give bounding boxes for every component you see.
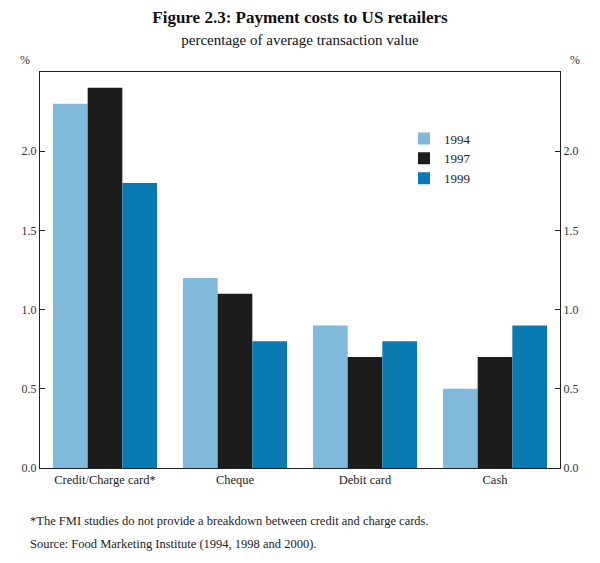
svg-text:2.0: 2.0 xyxy=(563,144,578,158)
svg-text:Cash: Cash xyxy=(483,473,509,487)
svg-text:1997: 1997 xyxy=(444,151,471,166)
svg-text:1.0: 1.0 xyxy=(22,303,37,317)
svg-text:1999: 1999 xyxy=(444,171,470,186)
svg-text:0.5: 0.5 xyxy=(563,382,578,396)
svg-text:0.0: 0.0 xyxy=(563,461,578,475)
svg-text:%: % xyxy=(570,53,580,67)
svg-text:Figure 2.3: Payment costs to U: Figure 2.3: Payment costs to US retailer… xyxy=(152,8,448,48)
svg-text:Debit card: Debit card xyxy=(339,473,392,487)
svg-text:1.0: 1.0 xyxy=(563,303,578,317)
svg-text:Credit/Charge card*: Credit/Charge card* xyxy=(54,473,155,487)
svg-text:1994: 1994 xyxy=(444,132,471,147)
svg-text:Cheque: Cheque xyxy=(216,473,255,487)
svg-text:Source: Food Marketing Institu: Source: Food Marketing Institute (1994, … xyxy=(30,537,316,551)
svg-text:2.0: 2.0 xyxy=(22,144,37,158)
svg-text:*The FMI studies do not provid: *The FMI studies do not provide a breakd… xyxy=(30,514,429,528)
svg-text:%: % xyxy=(20,53,30,67)
svg-text:1.5: 1.5 xyxy=(22,224,37,238)
svg-text:0.5: 0.5 xyxy=(22,382,37,396)
svg-text:1.5: 1.5 xyxy=(563,224,578,238)
svg-text:0.0: 0.0 xyxy=(22,461,37,475)
